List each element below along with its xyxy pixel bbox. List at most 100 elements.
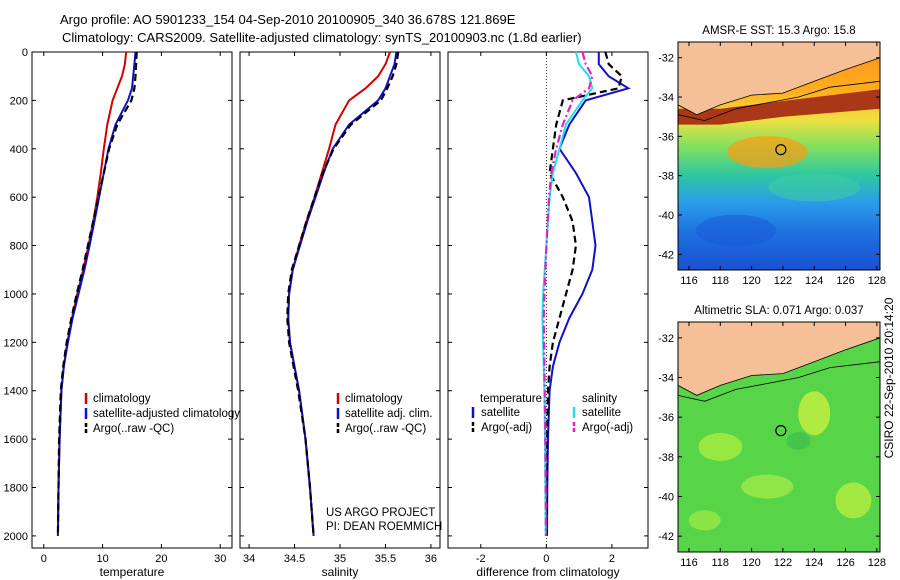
x-tick-label: 0 [41,553,47,565]
sla-anomaly [835,482,872,519]
map-frame [677,321,881,553]
lat-tick-label: -42 [658,531,674,543]
lon-tick-label: 120 [742,557,760,569]
y-tick-label: 1000 [4,289,28,301]
lon-tick-label: 128 [868,275,886,287]
lon-tick-label: 116 [680,275,698,287]
project-label: US ARGO PROJECT [326,507,435,519]
legend-header: temperature [480,393,542,405]
argo-float-marker [775,425,787,437]
lon-tick-label: 116 [680,557,698,569]
coastal-warm-band [678,89,880,125]
lon-tick-label: 118 [712,557,730,569]
lat-tick-label: -34 [658,92,674,104]
plot-frame [239,51,441,549]
x-tick-label: 0 [543,553,549,565]
y-tick-label: 600 [10,192,28,204]
series-line-temperature-satellite [546,52,631,536]
x-tick-label: 34 [243,553,255,565]
shelf-contour [678,80,880,122]
sst-map-panel: AMSR-E SST: 15.3 Argo: 15.8 -32 -34 -36 -38 -… [658,25,886,287]
legend-label: climatology [345,393,403,405]
x-tick-label: 10 [96,553,108,565]
x-tick-label: 35 [334,553,346,565]
x-tick-label: 2 [609,553,615,565]
plot-frame [31,51,233,549]
temperature-profile-panel: 0 200 400 600 800 1000 1200 1400 1600 1800 2000 0 10… [4,47,241,579]
map-title: Altimetric SLA: 0.071 Argo: 0.037 [694,305,863,317]
lon-tick-label: 126 [836,275,854,287]
map-body [678,42,880,270]
y-tick-label: 0 [22,47,28,59]
x-tick-label: 35.5 [375,553,396,565]
lat-tick-label: -32 [658,333,674,345]
sla-anomaly [688,510,721,531]
cold-feature [695,214,776,247]
x-axis-label: difference from climatology [476,565,619,579]
lon-tick-label: 118 [712,275,730,287]
series-line-salinity-argo-adj- [542,51,594,536]
legend-label: climatology [93,393,151,405]
x-tick-label: 30 [214,553,226,565]
lat-tick-label: -40 [658,210,674,222]
series-line-temperature-argo-adj- [545,51,624,536]
series-line-argo-raw-qc- [286,51,400,536]
lat-tick-label: -34 [658,373,674,385]
map-title: AMSR-E SST: 15.3 Argo: 15.8 [702,25,855,37]
legend-label: satellite-adjusted climatology [93,408,240,420]
header-subtitle: Climatology: CARS2009. Satellite-adjuste… [62,30,582,45]
y-tick-label: 400 [10,144,28,156]
legend-label: Argo(..raw -QC) [93,423,174,435]
sla-anomaly [741,474,794,499]
legend-label: satellite adj. clim. [345,408,433,420]
x-axis-label: salinity [322,565,359,579]
y-tick-label: 1400 [4,386,28,398]
x-axis-label: temperature [100,565,165,579]
y-tick-label: 800 [10,241,28,253]
x-tick-label: 20 [155,553,167,565]
lat-tick-label: -42 [658,249,674,261]
y-tick-label: 1200 [4,337,28,349]
front-feature [768,173,861,202]
legend-label: Argo(..raw -QC) [345,423,426,435]
sla-map-panel: Altimetric SLA: 0.071 Argo: 0.037 -32 -34 -… [658,305,886,569]
map-body [678,322,880,552]
x-tick-label: 36 [425,553,437,565]
lon-tick-label: 124 [805,275,823,287]
legend-label: Argo(-adj) [481,422,532,434]
land-area [678,322,880,396]
salinity-profile-panel: 34 34.5 35 35.5 36 salinity climatology satelli… [239,51,441,579]
lat-tick-label: -40 [658,491,674,503]
lon-tick-label: 128 [868,557,886,569]
lat-tick-label: -36 [658,412,674,424]
header-title: Argo profile: AO 5901233_154 04-Sep-2010… [60,12,516,27]
x-tick-label: -2 [476,553,486,565]
sla-anomaly [698,432,743,461]
timestamp-label: CSIRO 22-Sep-2010 20:14:20 [882,297,896,458]
y-tick-label: 200 [10,95,28,107]
pi-label: PI: DEAN ROEMMICH [326,521,442,533]
argo-float-marker [775,144,787,156]
lon-tick-label: 124 [805,557,823,569]
sla-anomaly [798,391,831,436]
y-tick-label: 1600 [4,434,28,446]
lon-tick-label: 120 [742,275,760,287]
shelf-contour [678,361,880,402]
map-frame [677,41,881,271]
land-area [678,42,880,116]
sla-anomaly [786,431,811,450]
legend-label: Argo(-adj) [582,422,633,434]
y-tick-label: 2000 [4,531,28,543]
lat-tick-label: -32 [658,53,674,65]
lat-tick-label: -36 [658,131,674,143]
x-tick-label: 34.5 [284,553,305,565]
legend-label: satellite [481,407,520,419]
lat-tick-label: -38 [658,452,674,464]
lon-tick-label: 122 [774,557,792,569]
lon-tick-label: 122 [774,275,792,287]
legend-label: satellite [582,407,621,419]
lat-tick-label: -38 [658,171,674,183]
lon-tick-label: 126 [836,557,854,569]
